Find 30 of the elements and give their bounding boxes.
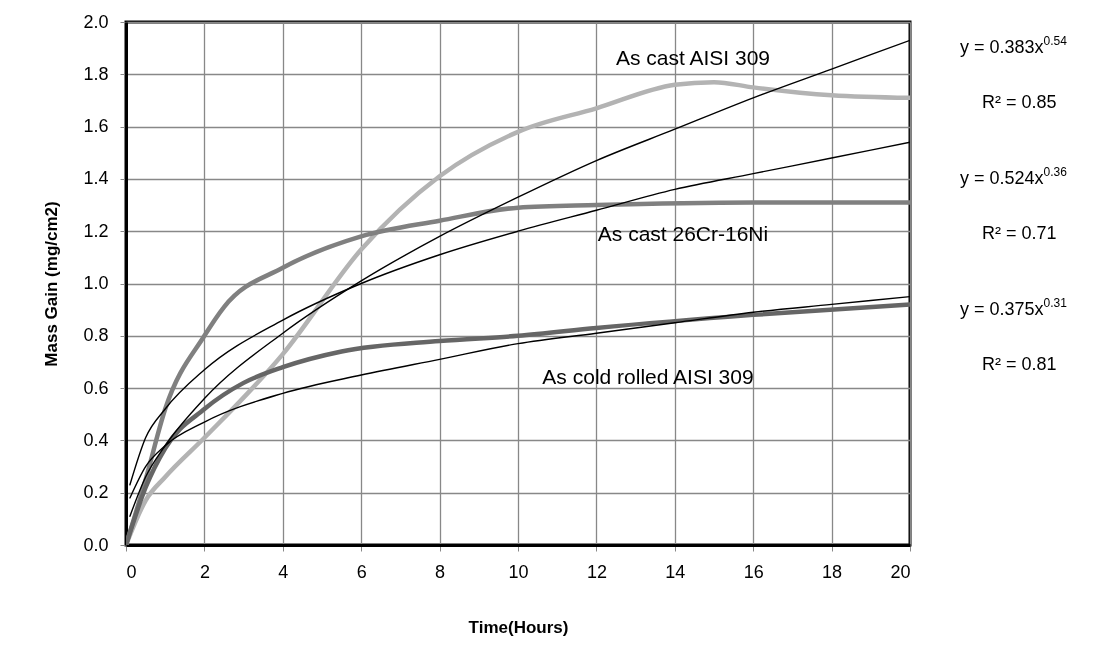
y-tick-label: 0.4 — [83, 429, 109, 450]
series-label: As cold rolled AISI 309 — [542, 365, 754, 388]
x-tick-label: 14 — [665, 561, 686, 582]
x-tick-label: 16 — [743, 561, 764, 582]
x-tick-label: 20 — [890, 561, 911, 582]
y-tick-label: 2.0 — [83, 11, 109, 32]
x-tick-label: 10 — [508, 561, 529, 582]
y-tick-label: 1.2 — [83, 220, 109, 241]
x-tick-label: 8 — [435, 561, 446, 582]
x-tick-label: 18 — [822, 561, 843, 582]
x-tick-label: 6 — [356, 561, 367, 582]
text: R² = 0.85 — [982, 92, 1057, 112]
y-tick-label: 1.0 — [83, 273, 109, 293]
series-label: As cast 26Cr-16Ni — [597, 222, 769, 245]
x-tick-label: 12 — [586, 561, 607, 582]
x-tick-label: 2 — [199, 561, 210, 582]
y-axis-title: Mass Gain (mg/cm2) — [42, 201, 62, 367]
y-tick-label: 0.8 — [83, 325, 109, 346]
series-label: As cast AISI 309 — [615, 46, 771, 69]
y-tick-label: 0.6 — [83, 377, 109, 398]
text: R² = 0.81 — [982, 354, 1057, 374]
y-tick-label: 1.4 — [83, 168, 109, 189]
y-tick-label: 0.2 — [83, 482, 109, 503]
y-tick-label: 1.6 — [83, 116, 109, 137]
y-tick-label: 1.8 — [83, 63, 109, 84]
x-tick-label: 0 — [126, 561, 137, 582]
y-tick-label: 0.0 — [83, 534, 109, 555]
x-axis-title: Time(Hours) — [468, 617, 569, 637]
text: R² = 0.71 — [982, 223, 1057, 243]
x-tick-label: 4 — [278, 561, 289, 582]
